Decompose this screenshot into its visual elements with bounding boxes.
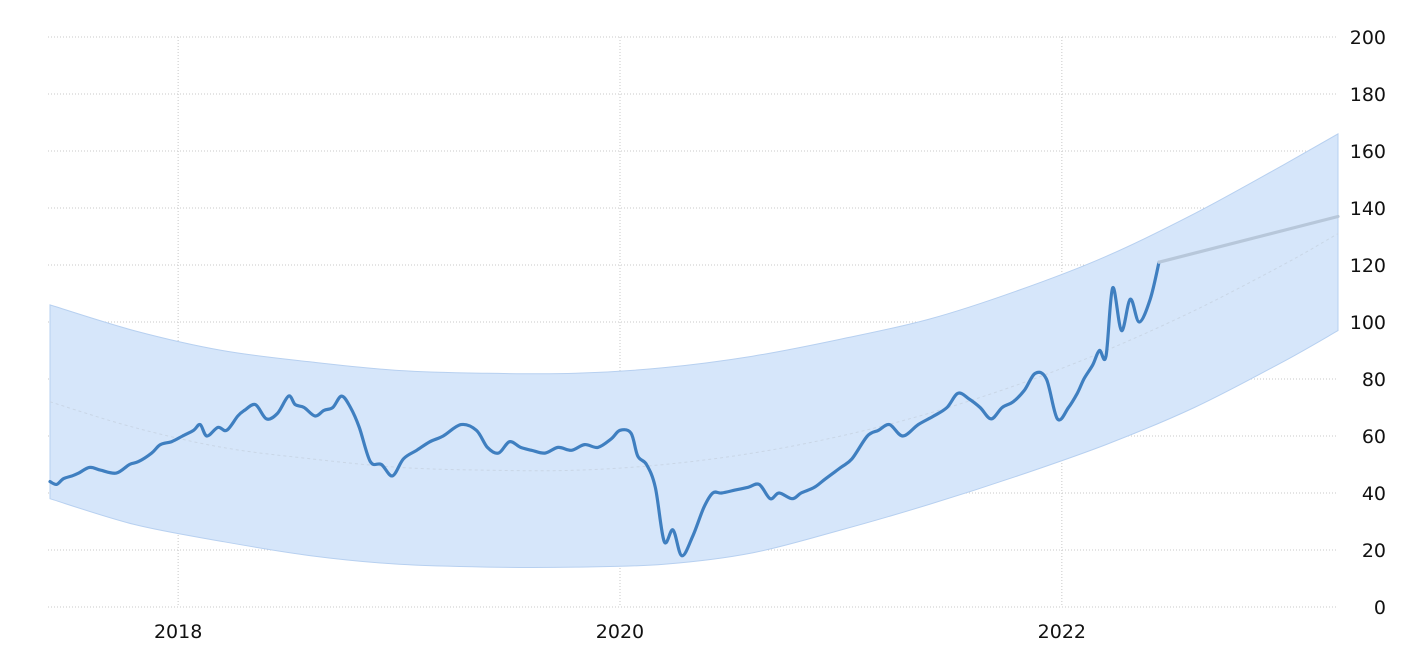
y-tick-label: 60 <box>1362 426 1386 448</box>
trend-line <box>49 233 1339 472</box>
y-tick-label: 80 <box>1362 369 1386 391</box>
x-tick-label: 2022 <box>1038 621 1086 643</box>
series-lines <box>48 214 1340 558</box>
y-tick-label: 100 <box>1350 312 1386 334</box>
y-axis-ticks: 0 20 40 60 80 100 120 140 160 180 200 <box>1350 27 1386 619</box>
x-tick-label: 2020 <box>596 621 644 643</box>
actual-series-line <box>48 260 1161 558</box>
x-axis-ticks: 2018 2020 2022 <box>154 621 1086 643</box>
y-tick-label: 180 <box>1350 84 1386 106</box>
forecast-band-area <box>49 133 1339 568</box>
y-tick-label: 0 <box>1374 597 1386 619</box>
forecast-series-line <box>1157 214 1340 264</box>
forecast-band <box>49 133 1339 568</box>
y-tick-label: 200 <box>1350 27 1386 49</box>
y-tick-label: 40 <box>1362 483 1386 505</box>
y-tick-label: 120 <box>1350 255 1386 277</box>
y-tick-label: 160 <box>1350 141 1386 163</box>
y-tick-label: 20 <box>1362 540 1386 562</box>
x-tick-label: 2018 <box>154 621 202 643</box>
y-tick-label: 140 <box>1350 198 1386 220</box>
